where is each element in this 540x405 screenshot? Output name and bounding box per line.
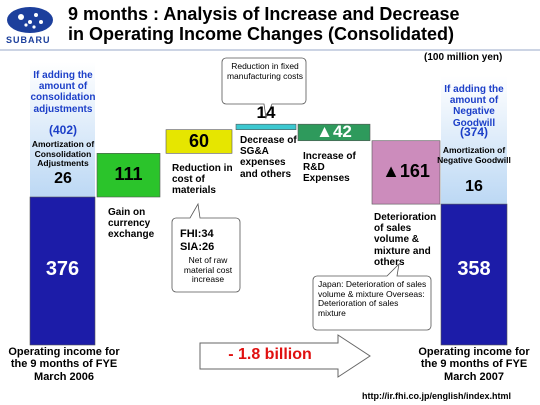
- title: 9 months : Analysis of Increase and Decr…: [68, 4, 460, 45]
- value-label: 358: [457, 258, 491, 280]
- logo-text: SUBARU: [6, 35, 51, 45]
- materials-line: FHI:34: [180, 228, 214, 240]
- value-label: 376: [45, 258, 80, 280]
- right-panel: [441, 76, 507, 204]
- materials-note: Net of raw material cost increase: [183, 255, 233, 285]
- left-total: (402): [48, 123, 77, 137]
- value-label: ▲161: [382, 161, 430, 182]
- fixed-costs-note: Reduction in fixed manufacturing costs: [226, 61, 304, 81]
- category-label: Increase of R&D Expenses: [303, 151, 356, 185]
- total-bar: [29, 196, 96, 346]
- sales-note: Japan: Deterioration of sales volume & m…: [318, 279, 427, 318]
- materials-line: SIA:26: [180, 241, 215, 253]
- category-label: Decrease of SG&A expenses and others: [240, 135, 297, 180]
- logo: [7, 7, 53, 33]
- footer: http://ir.fhi.co.jp/english/index.html: [362, 391, 512, 401]
- right-total: (374): [459, 125, 488, 139]
- category-label: Gain on currency exchange: [108, 207, 155, 241]
- category-label: Operating income for the 9 months of FYE…: [8, 346, 120, 383]
- left-panel: [30, 62, 95, 197]
- right-amort-label: Amortization of Negative Goodwill: [437, 145, 511, 165]
- left-amort: 26: [54, 170, 72, 187]
- right-amort: 16: [465, 178, 483, 195]
- value-label: ▲42: [316, 122, 352, 142]
- change-bar: [96, 153, 161, 198]
- left-amort-label: Amortization of Consolidation Adjustment…: [31, 139, 95, 169]
- category-label: Reduction in cost of materials: [172, 163, 233, 197]
- category-label: Operating income for the 9 months of FYE…: [418, 346, 530, 383]
- change-bar: [165, 129, 233, 154]
- category-label: Deterioration of sales volume & mixture …: [374, 212, 437, 268]
- change-bar: [371, 140, 441, 205]
- value-label: 111: [114, 164, 143, 185]
- change-bar: [297, 123, 371, 142]
- change-arrow: [199, 334, 371, 378]
- left-note: If adding the amount of consolidation ad…: [30, 70, 96, 115]
- change: - 1.8 billion: [228, 346, 312, 363]
- value-label: 60: [188, 130, 210, 151]
- total-bar: [440, 203, 508, 346]
- callouts: [171, 57, 432, 331]
- change-bar: [235, 123, 297, 131]
- value-label: 14: [256, 103, 276, 123]
- right-note: If adding the amount of Negative Goodwil…: [444, 84, 504, 129]
- unit: (100 million yen): [424, 52, 503, 63]
